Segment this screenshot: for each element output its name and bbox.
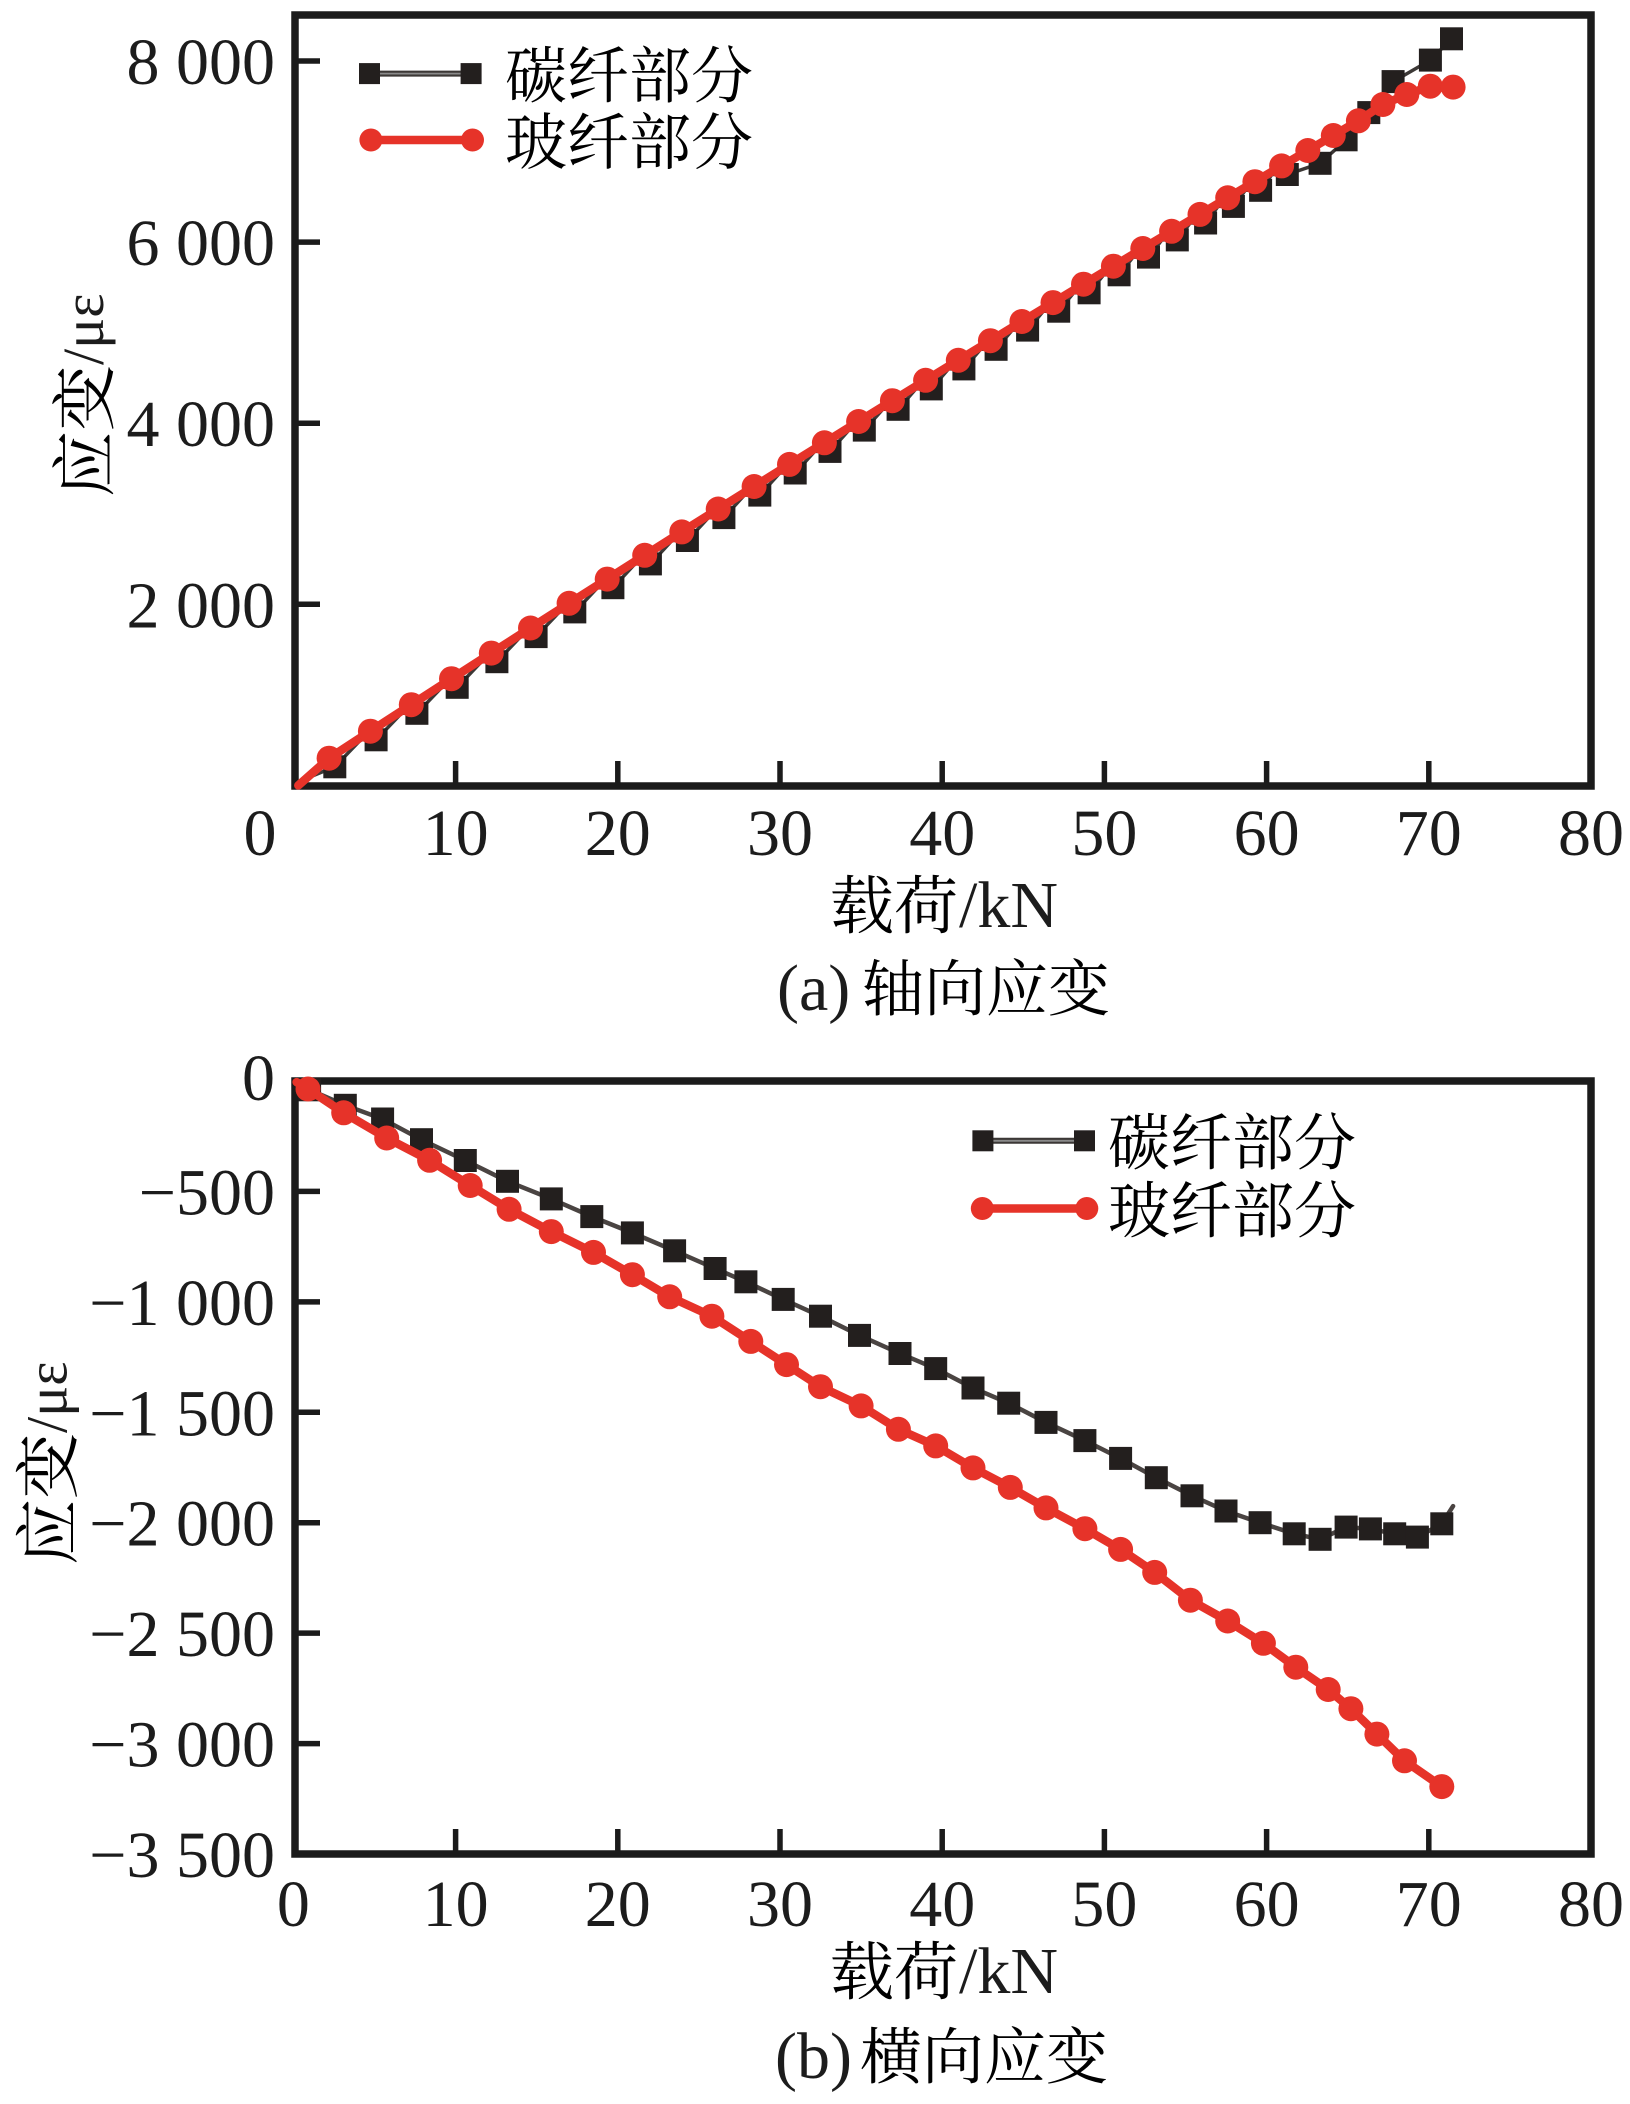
svg-text:50: 50: [1071, 1868, 1137, 1941]
svg-text:20: 20: [585, 1868, 651, 1941]
svg-text:30: 30: [747, 797, 813, 870]
svg-text:−2 000: −2 000: [89, 1488, 275, 1561]
svg-text:80: 80: [1558, 797, 1624, 870]
svg-text:6 000: 6 000: [127, 207, 276, 280]
svg-text:70: 70: [1396, 1868, 1462, 1941]
svg-text:0: 0: [244, 797, 277, 870]
svg-text:−2 500: −2 500: [89, 1598, 275, 1671]
svg-text:(a): (a): [777, 952, 850, 1025]
svg-text:4 000: 4 000: [127, 388, 276, 461]
svg-text:0: 0: [242, 1042, 275, 1115]
svg-text:−500: −500: [139, 1156, 275, 1229]
svg-text:40: 40: [909, 797, 975, 870]
svg-text:/kN: /kN: [959, 869, 1058, 942]
svg-text:−1 500: −1 500: [89, 1377, 275, 1450]
svg-text:−1 000: −1 000: [89, 1267, 275, 1340]
svg-text:60: 60: [1234, 1868, 1300, 1941]
svg-text:−3 500: −3 500: [89, 1819, 275, 1892]
svg-text:10: 10: [423, 1868, 489, 1941]
svg-text:20: 20: [585, 797, 651, 870]
svg-text:/με: /με: [51, 293, 116, 365]
svg-text:30: 30: [747, 1868, 813, 1941]
svg-text:10: 10: [423, 797, 489, 870]
svg-text:40: 40: [909, 1868, 975, 1941]
svg-text:/με: /με: [15, 1361, 80, 1433]
svg-text:0: 0: [277, 1868, 310, 1941]
svg-text:80: 80: [1558, 1868, 1624, 1941]
svg-text:/kN: /kN: [959, 1935, 1058, 2008]
svg-text:(b): (b): [775, 2020, 852, 2093]
svg-text:2 000: 2 000: [127, 569, 276, 642]
svg-text:50: 50: [1071, 797, 1137, 870]
svg-text:−3 000: −3 000: [89, 1709, 275, 1782]
svg-text:60: 60: [1234, 797, 1300, 870]
svg-text:70: 70: [1396, 797, 1462, 870]
svg-text:8 000: 8 000: [127, 26, 276, 99]
